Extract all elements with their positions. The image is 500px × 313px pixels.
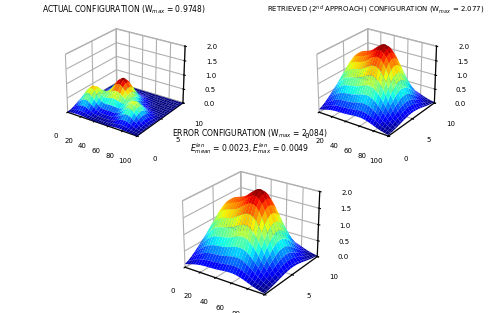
Title: ACTUAL CONFIGURATION (W$_{max}$ = 0.9748): ACTUAL CONFIGURATION (W$_{max}$ = 0.9748… xyxy=(42,3,206,16)
Title: RETRIEVED (2$^{nd}$ APPROACH) CONFIGURATION (W$_{max}$ = 2.077): RETRIEVED (2$^{nd}$ APPROACH) CONFIGURAT… xyxy=(267,3,484,16)
Title: ERROR CONFIGURATION (W$_{max}$ = 2.084)
$E_{mean}^{len}$ = 0.0023, $E_{max}^{len: ERROR CONFIGURATION (W$_{max}$ = 2.084) … xyxy=(172,127,328,156)
